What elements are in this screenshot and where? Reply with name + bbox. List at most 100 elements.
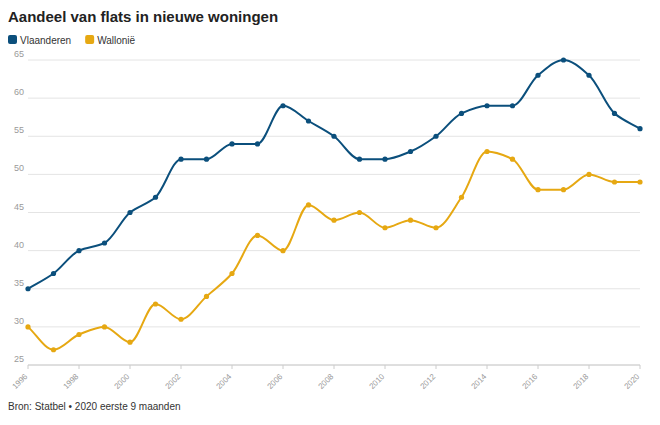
- x-tick: [538, 365, 539, 369]
- point: [535, 73, 540, 78]
- point: [382, 157, 387, 162]
- point: [408, 149, 413, 154]
- point: [204, 157, 209, 162]
- title: Aandeel van flats in nieuwe woningen: [8, 8, 278, 25]
- point: [433, 225, 438, 230]
- chart: Aandeel van flats in nieuwe woningen Vlaa…: [0, 0, 660, 425]
- x-tick-label: 1996: [10, 372, 29, 391]
- point: [331, 134, 336, 139]
- point: [255, 233, 260, 238]
- legend-swatch: [85, 35, 94, 44]
- x-tick-label: 2006: [265, 372, 284, 391]
- x-tick-label: 2000: [112, 372, 131, 391]
- point: [51, 347, 56, 352]
- point: [25, 286, 30, 291]
- y-tick-label: 25: [14, 354, 24, 364]
- point: [484, 103, 489, 108]
- legend-entry: Vlaanderen: [8, 35, 71, 46]
- x-tick-label: 2002: [163, 372, 182, 391]
- y-tick-label: 35: [14, 278, 24, 288]
- y-tick-label: 45: [14, 202, 24, 212]
- x-tick-label: 2018: [571, 372, 590, 391]
- point: [433, 134, 438, 139]
- point: [76, 332, 81, 337]
- x-tick: [232, 365, 233, 369]
- point: [280, 248, 285, 253]
- grid-line: [28, 174, 640, 175]
- point: [127, 210, 132, 215]
- point: [229, 141, 234, 146]
- x-tick-label: 2020: [622, 372, 641, 391]
- point: [561, 187, 566, 192]
- x-tick-label: 1998: [61, 372, 80, 391]
- plot-area: [25, 57, 642, 352]
- point: [280, 103, 285, 108]
- point: [178, 157, 183, 162]
- y-tick-label: 55: [14, 125, 24, 135]
- point: [357, 210, 362, 215]
- series: [25, 149, 642, 352]
- legend-entry: Wallonië: [85, 35, 135, 46]
- point: [637, 179, 642, 184]
- x-tick: [28, 365, 29, 369]
- point: [561, 57, 566, 62]
- point: [586, 73, 591, 78]
- point: [637, 126, 642, 131]
- x-tick: [79, 365, 80, 369]
- point: [229, 271, 234, 276]
- point: [408, 218, 413, 223]
- grid-line: [28, 250, 640, 251]
- x-tick-label: 2012: [418, 372, 437, 391]
- y-tick-label: 30: [14, 316, 24, 326]
- series-line: [28, 60, 640, 289]
- point: [102, 324, 107, 329]
- point: [612, 179, 617, 184]
- point: [484, 149, 489, 154]
- y-tick-label: 40: [14, 240, 24, 250]
- point: [510, 157, 515, 162]
- y-tick-label: 65: [14, 49, 24, 59]
- x-tick-label: 2016: [520, 372, 539, 391]
- point: [510, 103, 515, 108]
- point: [306, 202, 311, 207]
- point: [153, 301, 158, 306]
- point: [357, 157, 362, 162]
- series: [25, 57, 642, 291]
- legend-swatch: [8, 35, 17, 44]
- point: [459, 111, 464, 116]
- legend-label: Wallonië: [97, 35, 135, 46]
- point: [382, 225, 387, 230]
- point: [331, 218, 336, 223]
- point: [25, 324, 30, 329]
- y-axis: 253035404550556065: [14, 49, 640, 365]
- point: [306, 118, 311, 123]
- series-line: [28, 152, 640, 350]
- legend-label: Vlaanderen: [20, 35, 71, 46]
- y-tick-label: 50: [14, 163, 24, 173]
- x-tick: [181, 365, 182, 369]
- grid-line: [28, 98, 640, 99]
- point: [255, 141, 260, 146]
- x-tick: [334, 365, 335, 369]
- point: [178, 317, 183, 322]
- x-tick: [487, 365, 488, 369]
- grid-line: [28, 288, 640, 289]
- x-tick: [385, 365, 386, 369]
- x-tick-label: 2014: [469, 372, 488, 391]
- x-tick: [436, 365, 437, 369]
- point: [586, 172, 591, 177]
- point: [153, 195, 158, 200]
- grid-line: [28, 60, 640, 61]
- point: [459, 195, 464, 200]
- x-tick-label: 2004: [214, 372, 233, 391]
- grid-line: [28, 326, 640, 327]
- x-tick-label: 2010: [367, 372, 386, 391]
- grid-line: [28, 212, 640, 213]
- point: [51, 271, 56, 276]
- point: [127, 340, 132, 345]
- x-axis: 1996 1998 2000 2002 2004 2006 2008 2010 2012 2014…: [10, 365, 641, 391]
- x-tick: [640, 365, 641, 369]
- x-tick: [130, 365, 131, 369]
- x-tick: [283, 365, 284, 369]
- x-tick-label: 2008: [316, 372, 335, 391]
